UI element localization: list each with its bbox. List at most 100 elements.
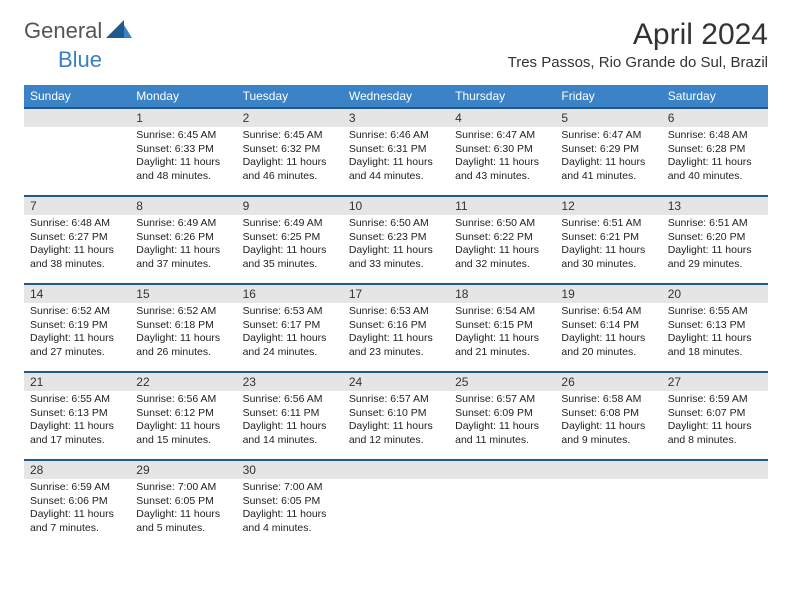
daylight-line-2: and 9 minutes. bbox=[561, 434, 655, 448]
day-body-blank bbox=[449, 479, 555, 547]
day-body: Sunrise: 7:00 AMSunset: 6:05 PMDaylight:… bbox=[130, 479, 236, 547]
day-cell: 23Sunrise: 6:56 AMSunset: 6:11 PMDayligh… bbox=[237, 371, 343, 459]
daylight-line-2: and 23 minutes. bbox=[349, 346, 443, 360]
day-number: 21 bbox=[24, 371, 130, 391]
day-cell: 17Sunrise: 6:53 AMSunset: 6:16 PMDayligh… bbox=[343, 283, 449, 371]
sunset-line: Sunset: 6:15 PM bbox=[455, 319, 549, 333]
daylight-line-2: and 15 minutes. bbox=[136, 434, 230, 448]
day-number: 29 bbox=[130, 459, 236, 479]
day-body: Sunrise: 6:46 AMSunset: 6:31 PMDaylight:… bbox=[343, 127, 449, 195]
daylight-line-2: and 17 minutes. bbox=[30, 434, 124, 448]
day-body: Sunrise: 6:50 AMSunset: 6:23 PMDaylight:… bbox=[343, 215, 449, 283]
daylight-line-2: and 26 minutes. bbox=[136, 346, 230, 360]
dow-tuesday: Tuesday bbox=[237, 85, 343, 107]
sunrise-line: Sunrise: 6:55 AM bbox=[668, 305, 762, 319]
day-cell: 21Sunrise: 6:55 AMSunset: 6:13 PMDayligh… bbox=[24, 371, 130, 459]
daylight-line-1: Daylight: 11 hours bbox=[349, 332, 443, 346]
day-cell bbox=[555, 459, 661, 547]
daylight-line-2: and 21 minutes. bbox=[455, 346, 549, 360]
daylight-line-1: Daylight: 11 hours bbox=[561, 156, 655, 170]
sunset-line: Sunset: 6:11 PM bbox=[243, 407, 337, 421]
day-number: 5 bbox=[555, 107, 661, 127]
day-body: Sunrise: 6:51 AMSunset: 6:20 PMDaylight:… bbox=[662, 215, 768, 283]
day-number: 11 bbox=[449, 195, 555, 215]
daylight-line-2: and 30 minutes. bbox=[561, 258, 655, 272]
daylight-line-1: Daylight: 11 hours bbox=[455, 244, 549, 258]
day-body: Sunrise: 6:54 AMSunset: 6:15 PMDaylight:… bbox=[449, 303, 555, 371]
sunset-line: Sunset: 6:23 PM bbox=[349, 231, 443, 245]
day-cell: 7Sunrise: 6:48 AMSunset: 6:27 PMDaylight… bbox=[24, 195, 130, 283]
day-cell: 15Sunrise: 6:52 AMSunset: 6:18 PMDayligh… bbox=[130, 283, 236, 371]
day-number: 7 bbox=[24, 195, 130, 215]
day-body: Sunrise: 6:55 AMSunset: 6:13 PMDaylight:… bbox=[662, 303, 768, 371]
day-cell: 5 Sunrise: 6:47 AMSunset: 6:29 PMDaylight… bbox=[555, 107, 661, 195]
daylight-line-2: and 20 minutes. bbox=[561, 346, 655, 360]
daylight-line-1: Daylight: 11 hours bbox=[349, 244, 443, 258]
daylight-line-1: Daylight: 11 hours bbox=[136, 508, 230, 522]
day-body: Sunrise: 6:45 AMSunset: 6:33 PMDaylight:… bbox=[130, 127, 236, 195]
day-number: 12 bbox=[555, 195, 661, 215]
sunrise-line: Sunrise: 6:53 AM bbox=[243, 305, 337, 319]
sunrise-line: Sunrise: 6:47 AM bbox=[561, 129, 655, 143]
daylight-line-2: and 11 minutes. bbox=[455, 434, 549, 448]
sunrise-line: Sunrise: 7:00 AM bbox=[243, 481, 337, 495]
day-number: 15 bbox=[130, 283, 236, 303]
logo: General bbox=[24, 18, 134, 44]
dow-saturday: Saturday bbox=[662, 85, 768, 107]
daylight-line-2: and 12 minutes. bbox=[349, 434, 443, 448]
day-number: 27 bbox=[662, 371, 768, 391]
daylight-line-2: and 48 minutes. bbox=[136, 170, 230, 184]
week-row: 21Sunrise: 6:55 AMSunset: 6:13 PMDayligh… bbox=[24, 371, 768, 459]
day-body: Sunrise: 6:57 AMSunset: 6:09 PMDaylight:… bbox=[449, 391, 555, 459]
day-cell: 20Sunrise: 6:55 AMSunset: 6:13 PMDayligh… bbox=[662, 283, 768, 371]
day-body: Sunrise: 6:49 AMSunset: 6:25 PMDaylight:… bbox=[237, 215, 343, 283]
sunset-line: Sunset: 6:21 PM bbox=[561, 231, 655, 245]
day-cell: 11Sunrise: 6:50 AMSunset: 6:22 PMDayligh… bbox=[449, 195, 555, 283]
day-body-blank bbox=[343, 479, 449, 547]
sunrise-line: Sunrise: 6:53 AM bbox=[349, 305, 443, 319]
day-number: 14 bbox=[24, 283, 130, 303]
sunset-line: Sunset: 6:07 PM bbox=[668, 407, 762, 421]
sunset-line: Sunset: 6:30 PM bbox=[455, 143, 549, 157]
sunset-line: Sunset: 6:17 PM bbox=[243, 319, 337, 333]
day-number-blank bbox=[343, 459, 449, 479]
sunset-line: Sunset: 6:31 PM bbox=[349, 143, 443, 157]
day-number-blank bbox=[449, 459, 555, 479]
daylight-line-1: Daylight: 11 hours bbox=[349, 420, 443, 434]
sunset-line: Sunset: 6:32 PM bbox=[243, 143, 337, 157]
sunset-line: Sunset: 6:27 PM bbox=[30, 231, 124, 245]
sunset-line: Sunset: 6:09 PM bbox=[455, 407, 549, 421]
day-cell: 14Sunrise: 6:52 AMSunset: 6:19 PMDayligh… bbox=[24, 283, 130, 371]
sunrise-line: Sunrise: 6:48 AM bbox=[668, 129, 762, 143]
day-cell bbox=[449, 459, 555, 547]
day-body: Sunrise: 6:45 AMSunset: 6:32 PMDaylight:… bbox=[237, 127, 343, 195]
daylight-line-1: Daylight: 11 hours bbox=[136, 420, 230, 434]
daylight-line-1: Daylight: 11 hours bbox=[668, 244, 762, 258]
day-body: Sunrise: 6:48 AMSunset: 6:27 PMDaylight:… bbox=[24, 215, 130, 283]
day-cell: 19Sunrise: 6:54 AMSunset: 6:14 PMDayligh… bbox=[555, 283, 661, 371]
sunrise-line: Sunrise: 6:59 AM bbox=[30, 481, 124, 495]
sunset-line: Sunset: 6:19 PM bbox=[30, 319, 124, 333]
day-cell: 29Sunrise: 7:00 AMSunset: 6:05 PMDayligh… bbox=[130, 459, 236, 547]
daylight-line-1: Daylight: 11 hours bbox=[243, 420, 337, 434]
sunset-line: Sunset: 6:29 PM bbox=[561, 143, 655, 157]
sunset-line: Sunset: 6:33 PM bbox=[136, 143, 230, 157]
day-cell: 28Sunrise: 6:59 AMSunset: 6:06 PMDayligh… bbox=[24, 459, 130, 547]
sunrise-line: Sunrise: 6:45 AM bbox=[243, 129, 337, 143]
sunrise-line: Sunrise: 6:51 AM bbox=[561, 217, 655, 231]
sunset-line: Sunset: 6:06 PM bbox=[30, 495, 124, 509]
day-number: 9 bbox=[237, 195, 343, 215]
dow-wednesday: Wednesday bbox=[343, 85, 449, 107]
day-cell: 12Sunrise: 6:51 AMSunset: 6:21 PMDayligh… bbox=[555, 195, 661, 283]
day-number: 26 bbox=[555, 371, 661, 391]
sunset-line: Sunset: 6:13 PM bbox=[668, 319, 762, 333]
day-body: Sunrise: 6:59 AMSunset: 6:06 PMDaylight:… bbox=[24, 479, 130, 547]
daylight-line-1: Daylight: 11 hours bbox=[30, 420, 124, 434]
sunset-line: Sunset: 6:18 PM bbox=[136, 319, 230, 333]
dow-friday: Friday bbox=[555, 85, 661, 107]
sunrise-line: Sunrise: 6:52 AM bbox=[30, 305, 124, 319]
day-cell: 10Sunrise: 6:50 AMSunset: 6:23 PMDayligh… bbox=[343, 195, 449, 283]
daylight-line-2: and 8 minutes. bbox=[668, 434, 762, 448]
day-number: 25 bbox=[449, 371, 555, 391]
daylight-line-1: Daylight: 11 hours bbox=[561, 420, 655, 434]
